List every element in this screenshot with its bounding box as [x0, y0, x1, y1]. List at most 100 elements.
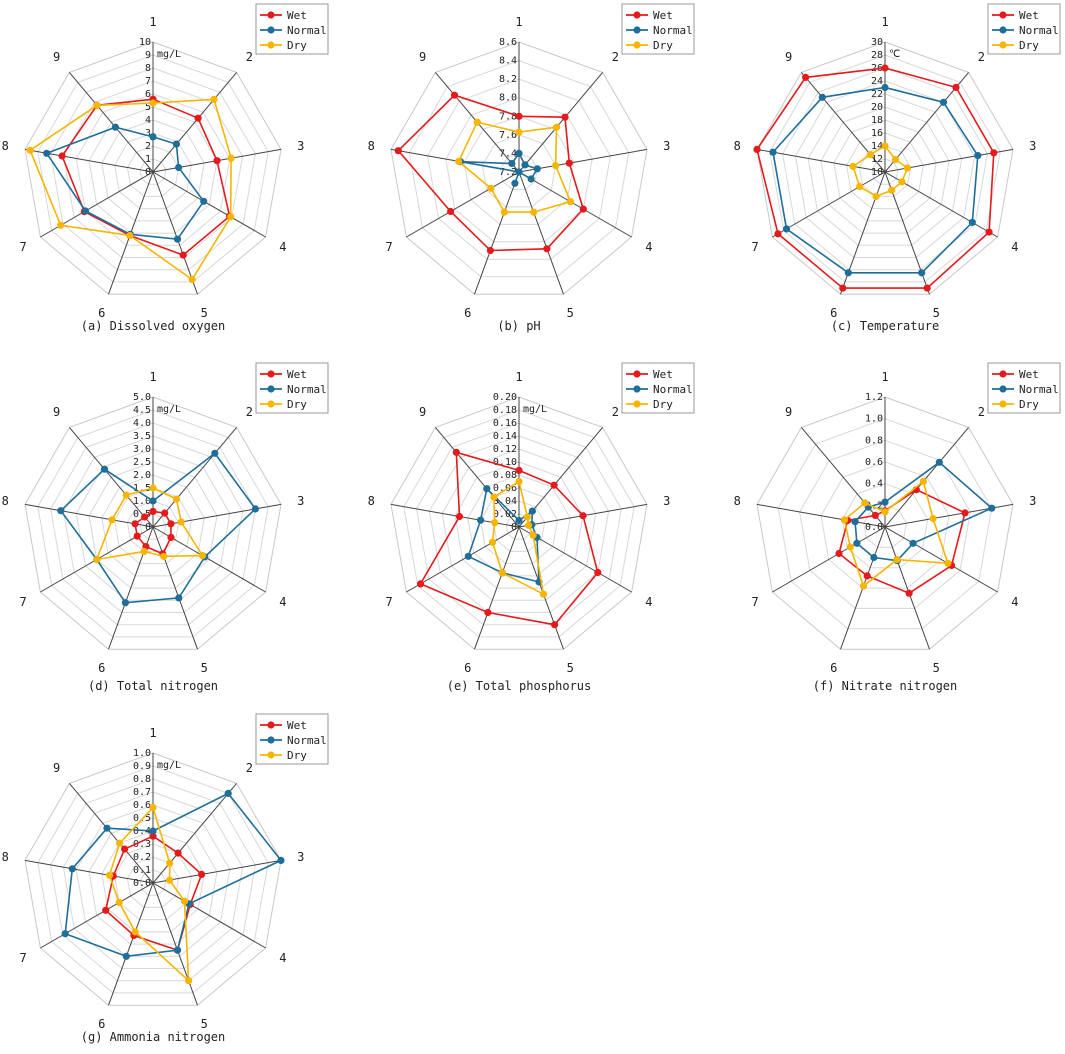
- tick-label: 0.14: [493, 431, 517, 442]
- series-normal: [43, 123, 208, 243]
- data-point: [543, 245, 551, 253]
- grid-ring: [441, 448, 597, 601]
- data-point: [160, 552, 168, 560]
- tick-label: 1.0: [133, 748, 151, 759]
- data-point: [500, 208, 508, 216]
- tick-label: 10: [871, 167, 883, 178]
- spoke-label: 7: [19, 951, 26, 965]
- grid-ring: [841, 483, 929, 569]
- legend-label: Wet: [653, 9, 673, 22]
- grid-ring: [416, 422, 622, 626]
- tick-label: 7.4: [499, 148, 517, 159]
- data-point: [452, 448, 460, 456]
- legend-swatch-marker: [999, 400, 1007, 408]
- legend-swatch-marker: [999, 11, 1007, 19]
- tick-label: 8.6: [499, 37, 517, 48]
- data-point: [918, 269, 926, 277]
- grid-ring: [390, 396, 648, 650]
- data-point: [93, 555, 101, 564]
- tick-label: 0.0: [865, 522, 883, 533]
- data-point: [224, 789, 232, 798]
- grid-ring: [24, 752, 282, 1006]
- data-point: [579, 205, 587, 213]
- tick-label: 0.6: [865, 457, 883, 468]
- spoke-label: 9: [419, 50, 426, 64]
- data-point: [81, 207, 90, 215]
- legend-label: Wet: [653, 368, 673, 381]
- data-point: [210, 95, 218, 103]
- spoke-line: [756, 503, 886, 528]
- grid-ring: [50, 67, 256, 271]
- chart-caption: (d) Total nitrogen: [88, 679, 218, 693]
- data-point: [849, 162, 857, 170]
- data-point: [891, 156, 900, 164]
- data-point: [853, 539, 861, 547]
- legend-swatch-marker: [267, 11, 275, 19]
- data-point: [179, 251, 187, 259]
- legend-label: Wet: [287, 719, 307, 732]
- series-wet: [394, 91, 587, 255]
- legend-swatch-marker: [267, 370, 275, 378]
- legend-swatch-marker: [633, 41, 641, 49]
- series-line: [854, 461, 994, 562]
- data-point: [861, 499, 869, 507]
- grid-ring: [492, 500, 546, 552]
- spoke-line: [69, 427, 154, 528]
- grid-ring: [50, 422, 256, 626]
- grid-ring: [408, 60, 630, 278]
- tick-label: 0.4: [133, 826, 151, 837]
- series-normal: [61, 789, 285, 960]
- tick-label: 3.0: [133, 444, 151, 455]
- data-point: [846, 543, 854, 551]
- spoke-line: [518, 171, 632, 238]
- tick-label: 4.5: [133, 405, 151, 416]
- grid-ring: [114, 843, 192, 921]
- spoke-label: 2: [612, 50, 619, 64]
- legend-label: Normal: [287, 734, 327, 747]
- series-dry: [840, 477, 952, 590]
- grid-ring: [37, 54, 269, 283]
- tick-label: 1.2: [865, 392, 883, 403]
- legend-label: Normal: [1019, 383, 1059, 396]
- tick-label: 0.9: [133, 761, 151, 772]
- data-point: [565, 159, 573, 167]
- legend-swatch-marker: [633, 400, 641, 408]
- spoke-label: 2: [978, 405, 985, 419]
- data-point: [487, 184, 495, 192]
- legend-label: Wet: [1019, 9, 1039, 22]
- spoke-label: 6: [830, 306, 837, 320]
- spoke-label: 9: [419, 405, 426, 419]
- grid-ring: [807, 93, 963, 246]
- spoke-line: [406, 526, 520, 593]
- legend-label: Normal: [653, 383, 693, 396]
- spoke-label: 8: [368, 139, 375, 153]
- spoke-line: [884, 427, 969, 528]
- grid-ring: [126, 145, 180, 197]
- series-line: [45, 126, 205, 241]
- data-point: [211, 449, 219, 457]
- data-point: [553, 123, 561, 131]
- grid-ring: [139, 513, 167, 540]
- spoke-line: [772, 526, 886, 593]
- spoke-label: 4: [645, 240, 652, 254]
- tick-label: 0.6: [133, 800, 151, 811]
- spoke-line: [772, 171, 886, 238]
- data-point: [881, 64, 889, 72]
- legend: Wet Normal Dry: [255, 713, 329, 765]
- data-point: [566, 198, 575, 206]
- spoke-label: 1: [881, 370, 888, 384]
- spoke-line: [152, 882, 198, 1006]
- spoke-label: 6: [464, 306, 471, 320]
- spoke-line: [69, 783, 154, 884]
- grid-ring: [782, 67, 988, 271]
- data-point: [511, 179, 519, 187]
- data-point: [188, 275, 196, 284]
- data-point: [121, 599, 129, 607]
- data-point: [103, 824, 111, 832]
- tick-label: 0.8: [133, 774, 151, 785]
- tick-label: 4: [145, 115, 151, 126]
- grid-ring: [799, 439, 971, 609]
- spoke-label: 7: [751, 240, 758, 254]
- data-point: [484, 608, 492, 617]
